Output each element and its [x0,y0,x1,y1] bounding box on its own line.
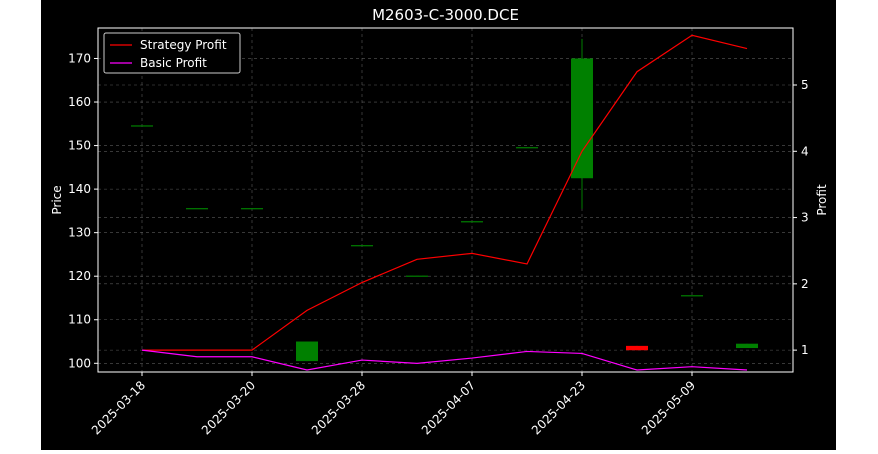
y2-tick-label: 3 [801,211,809,225]
x-tick-label: 2025-03-28 [309,378,368,437]
y-tick-label: 110 [68,313,91,327]
profit-lines [141,34,748,371]
y2-tick-label: 5 [801,78,809,92]
y-tick-label: 160 [68,95,91,109]
grid-layer [98,28,793,372]
y2-tick-label: 1 [801,343,809,357]
x-tick-label: 2025-04-23 [529,378,588,437]
y-tick-label: 170 [68,51,91,65]
x-tick-label: 2025-03-18 [89,378,148,437]
chart-figure: 100 110 120 130 140 150 160 170 1 2 3 4 5 2025-03-18 2… [41,0,836,450]
y-tick-label: 140 [68,182,91,196]
x-tick-label: 2025-03-20 [199,378,258,437]
basic-profit-line [141,349,748,371]
candle-body [241,208,263,210]
plot-frame [97,27,794,373]
y-axis-label-profit: Profit [815,184,829,216]
axis-layer: 100 110 120 130 140 150 160 170 1 2 3 4 5 2025-03-18 2… [68,51,809,437]
y2-tick-label: 4 [801,144,809,158]
candle-body [131,125,153,127]
y-tick-label: 150 [68,139,91,153]
candle-body [296,341,318,362]
candle-body [681,295,703,297]
legend: Strategy Profit Basic Profit [103,32,241,74]
y-tick-label: 120 [68,269,91,283]
y-tick-label: 100 [68,356,91,370]
candle-body [571,58,593,179]
strategy-profit-line [142,34,748,351]
legend-label-strategy-profit: Strategy Profit [140,38,227,52]
candle-body [351,245,373,247]
candle-body [736,343,758,349]
x-tick-label: 2025-05-09 [639,378,698,437]
candle-body [406,275,428,277]
y-axis-label-price: Price [50,185,64,214]
y-tick-label: 130 [68,226,91,240]
candle-body [186,208,208,210]
chart-title: M2603-C-3000.DCE [372,6,519,24]
candle-body [626,345,648,351]
candle-layer [131,38,758,362]
y2-tick-label: 2 [801,277,809,291]
legend-box [103,32,241,74]
candlestick-chart: 100 110 120 130 140 150 160 170 1 2 3 4 5 2025-03-18 2… [50,6,829,437]
candle-body [461,221,483,223]
candle-body [516,147,538,149]
legend-label-basic-profit: Basic Profit [140,56,207,70]
x-tick-label: 2025-04-07 [419,378,478,437]
